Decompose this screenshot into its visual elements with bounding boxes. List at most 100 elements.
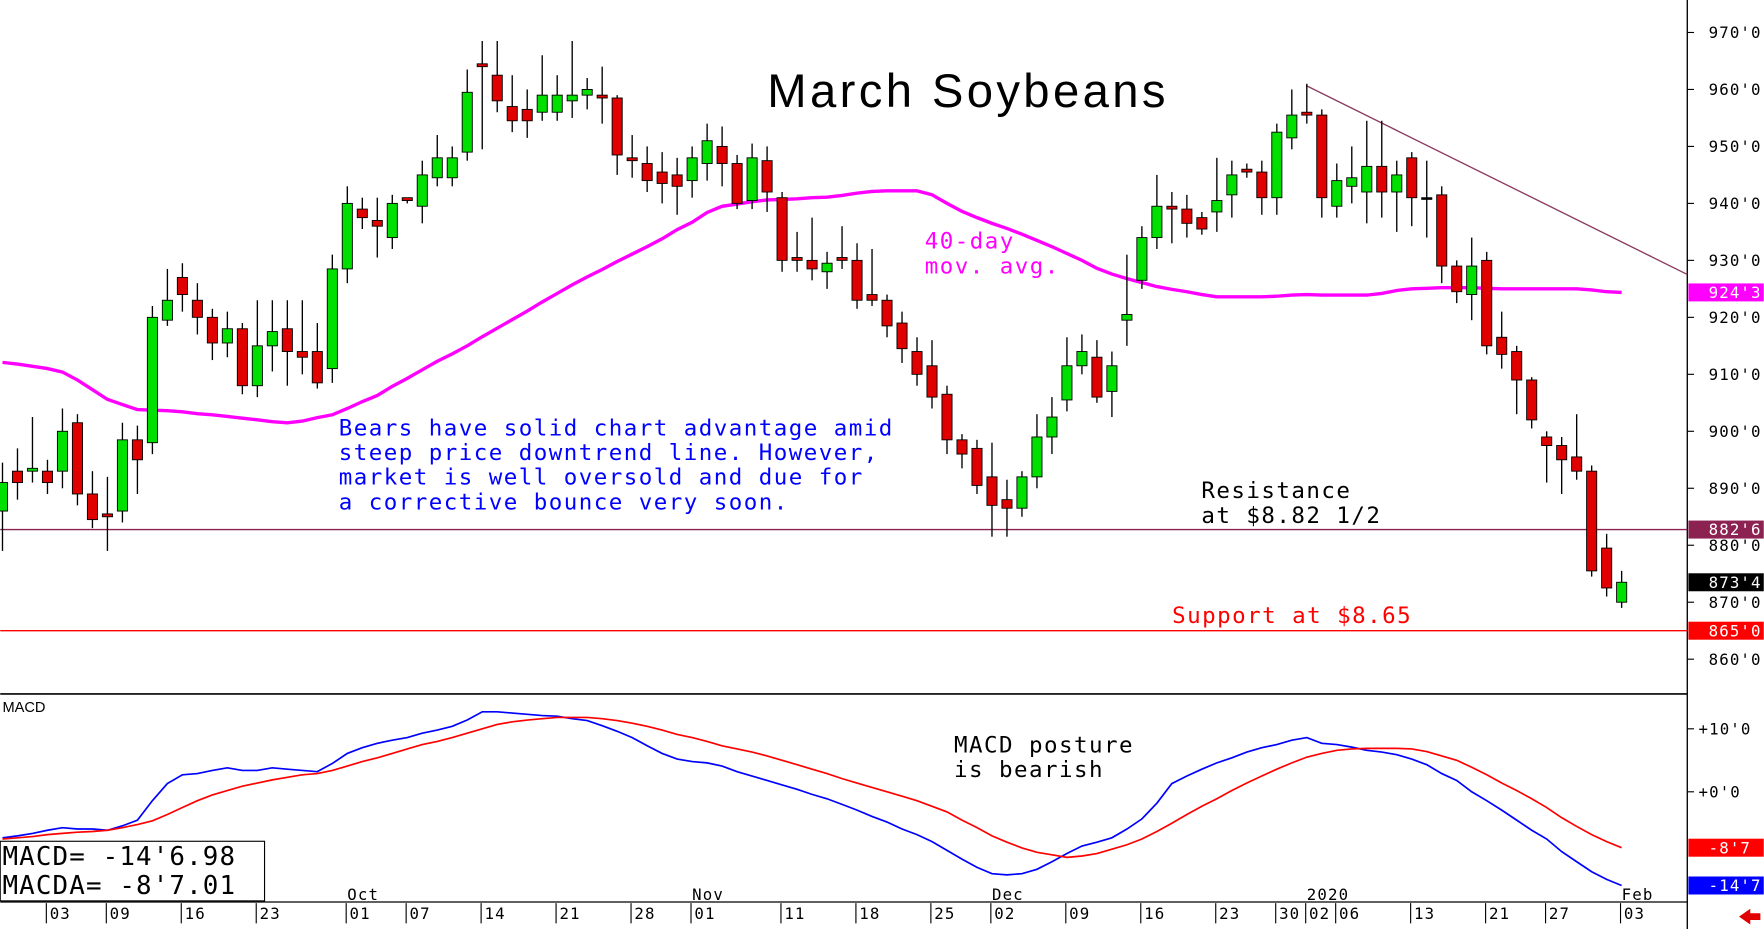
candle-body xyxy=(431,157,443,179)
y-tick-label: 920'0 xyxy=(1709,308,1762,327)
candle-body xyxy=(1361,165,1373,193)
macd-tag-label: -14'7 xyxy=(1709,876,1762,895)
candle-body xyxy=(1106,365,1118,392)
candle-body xyxy=(1346,177,1358,187)
candle-body xyxy=(236,328,248,387)
candle-body xyxy=(386,202,398,239)
candle-body xyxy=(71,422,83,495)
price-tag xyxy=(1688,520,1764,539)
candle-body xyxy=(701,140,713,164)
x-tick-label: 09 xyxy=(1069,904,1090,923)
candle-body xyxy=(566,94,578,102)
candle-body xyxy=(1151,205,1163,239)
annotation: Bears have solid chart advantage amid xyxy=(339,415,894,441)
readout: MACDA= -8'7.01 xyxy=(2,871,236,901)
macd-tag-label: -8'7 xyxy=(1709,838,1751,857)
candle-body xyxy=(1556,445,1568,461)
y-tick-label: 880'0 xyxy=(1709,536,1762,555)
candle-body xyxy=(1616,581,1628,603)
macd-y-tick-label: +0'0 xyxy=(1699,782,1741,801)
candle-body xyxy=(161,299,173,321)
candle-body xyxy=(341,202,353,270)
annotation: Support at $8.65 xyxy=(1172,603,1412,629)
x-tick-label: 01 xyxy=(350,904,371,923)
x-tick-label: 03 xyxy=(1624,904,1645,923)
candle-body xyxy=(401,197,413,201)
candle-body xyxy=(1451,265,1463,293)
y-tick-label: 870'0 xyxy=(1709,593,1762,612)
candle-body xyxy=(641,163,653,182)
x-tick-label: 01 xyxy=(694,904,715,923)
candle-body xyxy=(476,63,488,68)
annotation: MACD posture xyxy=(954,732,1134,758)
scroll-arrow[interactable] xyxy=(1739,908,1761,925)
price-tag xyxy=(1688,573,1764,592)
y-tick-label: 910'0 xyxy=(1709,365,1762,384)
candle-body xyxy=(911,351,923,375)
candle-body xyxy=(791,257,803,261)
x-tick-label: 13 xyxy=(1414,904,1435,923)
annotation: Resistance xyxy=(1201,478,1351,504)
candle-body xyxy=(746,157,758,201)
y-tick-label: 900'0 xyxy=(1709,422,1762,441)
candle-body xyxy=(491,74,503,102)
y-tick-label: 960'0 xyxy=(1709,80,1762,99)
price-tag-label: 924'3 xyxy=(1709,283,1762,302)
candle-body xyxy=(1046,416,1058,438)
y-tick-label: 970'0 xyxy=(1709,23,1762,42)
candle-body xyxy=(1211,200,1223,213)
price-tag-label: 865'0 xyxy=(1709,621,1762,640)
candle-body xyxy=(191,299,203,318)
candle-body xyxy=(1526,379,1538,421)
candle-body xyxy=(206,316,218,344)
x-tick-label: 21 xyxy=(1489,904,1510,923)
candle-body xyxy=(1241,168,1253,173)
candle-body xyxy=(611,97,623,156)
candle-body xyxy=(1541,436,1553,446)
x-tick-label: 03 xyxy=(50,904,71,923)
candle-body xyxy=(416,174,428,207)
candle-body xyxy=(671,174,683,187)
x-tick-label: 02 xyxy=(994,904,1015,923)
candle-body xyxy=(1571,456,1583,472)
candle-body xyxy=(0,482,8,512)
candle-body xyxy=(1511,351,1523,381)
candle-body xyxy=(1271,131,1283,199)
candle-body xyxy=(551,94,563,113)
x-tick-label: 09 xyxy=(110,904,131,923)
candle-body xyxy=(1226,174,1238,196)
candle-body xyxy=(581,88,593,96)
moving-average xyxy=(2,189,1622,425)
candle-body xyxy=(1061,365,1073,401)
y-tick-label: 890'0 xyxy=(1709,479,1762,498)
candle-body xyxy=(41,470,53,484)
candle-body xyxy=(1016,476,1028,509)
annotation: a corrective bounce very soon. xyxy=(339,489,789,515)
chart-title: March Soybeans xyxy=(767,65,1169,118)
candle-body xyxy=(731,163,743,204)
x-tick-label: 28 xyxy=(634,904,655,923)
candle-body xyxy=(311,351,323,384)
candle-body xyxy=(776,197,788,261)
candle-body xyxy=(251,345,263,387)
candle-body xyxy=(521,108,533,122)
x-tick-label: 16 xyxy=(185,904,206,923)
candle-body xyxy=(1466,265,1478,296)
candle-body xyxy=(176,277,188,296)
y-tick-label: 930'0 xyxy=(1709,251,1762,270)
candle-body xyxy=(1076,351,1088,367)
x-tick-label: 23 xyxy=(260,904,281,923)
annotation: mov. avg. xyxy=(925,253,1060,279)
macd-line xyxy=(2,710,1622,887)
candle-body xyxy=(146,316,158,444)
candle-body xyxy=(356,208,368,219)
candle-body xyxy=(56,430,68,472)
month-label: Nov xyxy=(692,885,724,904)
x-tick-label: 11 xyxy=(784,904,805,923)
candle-body xyxy=(1481,259,1493,347)
candle-body xyxy=(86,493,98,521)
candle-body xyxy=(881,299,893,327)
y-tick-label: 950'0 xyxy=(1709,137,1762,156)
